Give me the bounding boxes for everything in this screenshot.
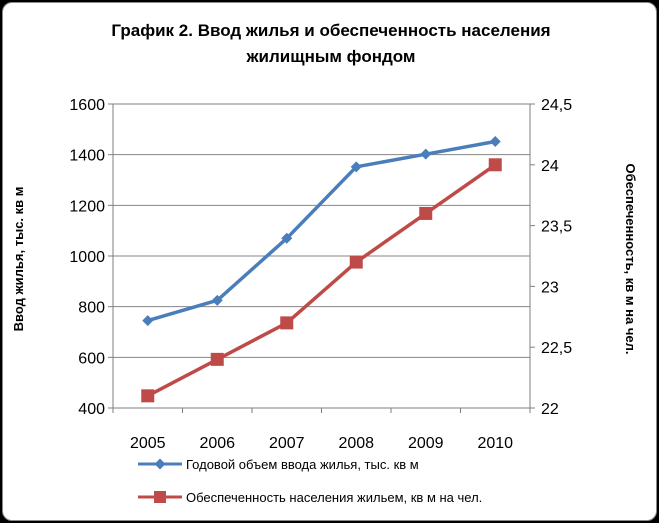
data-point-square: [419, 206, 433, 220]
data-point-diamond: [350, 161, 362, 173]
left-tick-label: 1200: [69, 198, 105, 215]
x-tick-label: 2005: [130, 435, 166, 452]
right-axis-ticks: 22 22,5 23 23,5 24 24,5: [530, 97, 572, 418]
right-tick-label: 24: [541, 158, 559, 175]
x-tick-label: 2008: [338, 435, 374, 452]
data-point-diamond: [142, 315, 154, 327]
data-point-square: [210, 352, 224, 366]
right-tick-label: 22: [541, 401, 559, 418]
right-tick-label: 22,5: [541, 340, 572, 357]
left-tick-label: 400: [78, 401, 105, 418]
x-tick-label: 2007: [269, 435, 305, 452]
legend-entry-series-1: Годовой объем ввода жилья, тыс. кв м: [138, 457, 419, 472]
data-point-square: [280, 316, 294, 330]
x-tick-label: 2006: [199, 435, 235, 452]
series-line-2: [146, 163, 497, 398]
data-point-diamond: [420, 148, 432, 160]
legend-label-series-2: Обеспеченность населения жильем, кв м на…: [186, 490, 482, 505]
left-axis-title: Ввод жилья, тыс. кв м: [11, 187, 26, 332]
x-tick-label: 2009: [408, 435, 444, 452]
legend: Годовой объем ввода жилья, тыс. кв м Обе…: [138, 457, 482, 505]
chart-title-line-1: График 2. Ввод жилья и обеспеченность на…: [111, 21, 550, 40]
x-axis-ticks: 2005 2006 2007 2008 2009 2010: [112, 408, 531, 452]
left-tick-label: 600: [78, 350, 105, 367]
series-layer: [141, 135, 502, 403]
left-tick-label: 1400: [69, 148, 105, 165]
x-tick-label: 2010: [477, 435, 513, 452]
gridlines: [113, 154, 530, 358]
series-line-1: [147, 139, 496, 323]
left-tick-label: 1000: [69, 249, 105, 266]
legend-label-series-1: Годовой объем ввода жилья, тыс. кв м: [186, 457, 419, 472]
legend-marker-diamond: [154, 458, 166, 470]
data-point-diamond: [489, 135, 501, 147]
data-point-square: [349, 255, 363, 269]
right-axis-title: Обеспеченность, кв м на чел.: [623, 164, 638, 355]
series-2: [141, 158, 502, 403]
chart-title-line-2: жилищным фондом: [245, 47, 415, 66]
right-tick-label: 23: [541, 279, 559, 296]
data-point-square: [141, 389, 155, 403]
legend-marker-square: [154, 491, 166, 503]
right-tick-label: 24,5: [541, 97, 572, 114]
left-tick-label: 800: [78, 300, 105, 317]
data-point-square: [488, 158, 502, 172]
right-tick-label: 23,5: [541, 219, 572, 236]
data-point-diamond: [211, 294, 223, 306]
series-1: [142, 135, 501, 327]
chart-canvas: График 2. Ввод жилья и обеспеченность на…: [11, 21, 638, 505]
left-tick-label: 1600: [69, 97, 105, 114]
left-axis-ticks: 400 600 800 1000 1200 1400 1600: [69, 97, 113, 418]
legend-entry-series-2: Обеспеченность населения жильем, кв м на…: [138, 490, 482, 505]
data-point-diamond: [281, 232, 293, 244]
